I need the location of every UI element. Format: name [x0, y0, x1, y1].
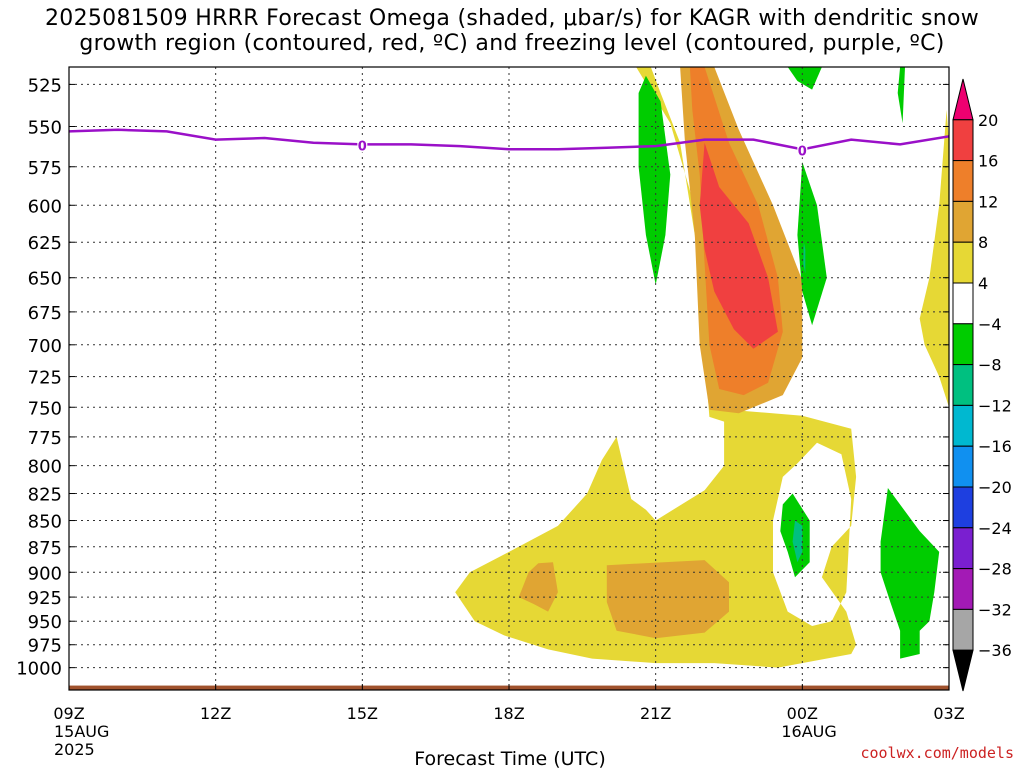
colorbar-swatch [952, 241, 974, 284]
colorbar-label: 8 [978, 233, 988, 252]
colorbar-swatch [952, 282, 974, 325]
x-tick-label: 12Z [200, 704, 231, 723]
x-tick-label: 15Z [347, 704, 378, 723]
colorbar-label: −8 [978, 356, 1002, 375]
colorbar-label: −36 [978, 641, 1012, 660]
omega-shaded-area [880, 488, 940, 659]
y-tick-label: 875 [28, 538, 62, 559]
y-tick-label: 550 [28, 118, 62, 139]
colorbar-label: −20 [978, 478, 1012, 497]
omega-shaded-area [803, 242, 806, 274]
colorbar-label: 4 [978, 274, 988, 293]
freezing-label-bg [797, 143, 808, 158]
colorbar-label: 12 [978, 192, 998, 211]
colorbar-label: 20 [978, 111, 998, 130]
colorbar-swatch [952, 445, 974, 488]
colorbar-swatch [952, 160, 974, 202]
y-tick-label: 600 [28, 196, 62, 217]
y-tick-label: 800 [28, 457, 62, 478]
y-tick-label: 750 [28, 398, 62, 419]
freezing-label-bg [357, 138, 368, 153]
freezing-level-label: 0 [358, 139, 367, 154]
y-tick-label: 525 [28, 75, 62, 96]
colorbar-label: −28 [978, 560, 1012, 579]
colorbar-swatch [952, 364, 974, 406]
colorbar-swatch [952, 608, 974, 651]
y-tick-label: 850 [28, 512, 62, 533]
colorbar-swatch [952, 568, 974, 610]
x-tick-label: 03Z [933, 704, 964, 723]
colorbar-label: −4 [978, 315, 1002, 334]
colorbar-swatch [952, 323, 974, 366]
y-tick-label: 975 [28, 636, 62, 657]
omega-shaded-area [797, 162, 827, 326]
colorbar-swatch [952, 527, 974, 570]
chart-title-line-2: growth region (contoured, red, ºC) and f… [79, 31, 945, 56]
omega-shaded-area [792, 520, 803, 563]
y-tick-label: 725 [28, 368, 62, 389]
colorbar-label: −12 [978, 396, 1012, 415]
colorbar-label: −24 [978, 519, 1012, 538]
x-tick-date: 16AUG [781, 722, 836, 741]
omega-shaded-area [518, 562, 558, 612]
y-tick-label: 775 [28, 428, 62, 449]
y-tick-label: 950 [28, 612, 62, 633]
x-tick-label: 21Z [640, 704, 671, 723]
y-tick-label: 1000 [16, 659, 62, 680]
x-axis-label: Forecast Time (UTC) [414, 748, 605, 768]
y-tick-label: 575 [28, 158, 62, 179]
colorbar-label: −32 [978, 600, 1012, 619]
omega-shaded-area [897, 67, 905, 124]
y-tick-label: 675 [28, 303, 62, 324]
colorbar-swatch [952, 119, 974, 162]
colorbar-swatch [952, 404, 974, 447]
omega-shaded-area [787, 67, 822, 90]
omega-shaded-area [638, 75, 671, 285]
y-tick-label: 925 [28, 588, 62, 609]
colorbar-label: 16 [978, 152, 998, 171]
colorbar-swatch [952, 649, 974, 692]
y-tick-label: 650 [28, 269, 62, 290]
y-tick-label: 625 [28, 233, 62, 254]
x-tick-year: 2025 [54, 740, 95, 759]
freezing-level-label: 0 [798, 144, 807, 159]
y-tick-label: 900 [28, 563, 62, 584]
omega-shaded-area [699, 142, 778, 349]
x-tick-date: 15AUG [54, 722, 109, 741]
x-tick-label: 09Z [53, 704, 84, 723]
y-tick-label: 700 [28, 336, 62, 357]
omega-shaded-area [455, 67, 857, 668]
y-tick-label: 825 [28, 485, 62, 506]
x-tick-label: 00Z [787, 704, 818, 723]
omega-shaded-area [919, 109, 949, 408]
chart-title-line-1: 2025081509 HRRR Forecast Omega (shaded, … [44, 6, 980, 31]
colorbar-swatch [952, 78, 974, 121]
site-credit: coolwx.com/models [860, 744, 1014, 762]
colorbar-swatch [952, 200, 974, 243]
x-tick-label: 18Z [493, 704, 524, 723]
colorbar-label: −16 [978, 437, 1012, 456]
omega-shaded-area [606, 560, 729, 639]
colorbar-swatch [952, 486, 974, 529]
